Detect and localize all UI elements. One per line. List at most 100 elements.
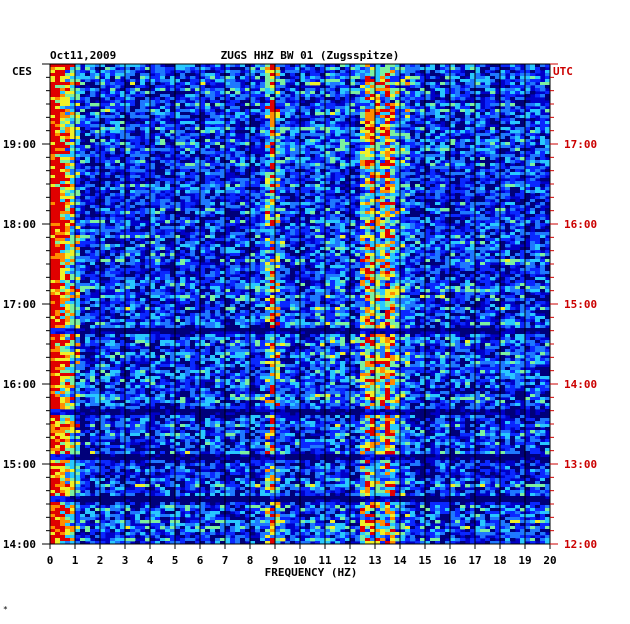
- heatmap-cell: [405, 136, 411, 140]
- heatmap-cell: [375, 124, 381, 128]
- heatmap-cell: [505, 160, 511, 164]
- heatmap-cell: [55, 217, 61, 221]
- heatmap-cell: [385, 94, 391, 98]
- heatmap-cell: [195, 241, 201, 245]
- heatmap-cell: [405, 64, 411, 68]
- heatmap-cell: [535, 163, 541, 167]
- heatmap-cell: [385, 223, 391, 227]
- heatmap-cell: [535, 205, 541, 209]
- heatmap-cell: [325, 166, 331, 170]
- heatmap-cell: [460, 196, 466, 200]
- heatmap-cell: [410, 79, 416, 83]
- heatmap-cell: [350, 223, 356, 227]
- heatmap-cell: [510, 94, 516, 98]
- heatmap-cell: [545, 130, 551, 134]
- heatmap-cell: [275, 157, 281, 161]
- heatmap-cell: [225, 64, 231, 68]
- heatmap-cell: [395, 178, 401, 182]
- heatmap-cell: [80, 232, 86, 236]
- heatmap-cell: [65, 88, 71, 92]
- heatmap-cell: [380, 181, 386, 185]
- heatmap-cell: [455, 97, 461, 101]
- heatmap-cell: [60, 229, 66, 233]
- heatmap-cell: [135, 64, 141, 68]
- heatmap-cell: [400, 106, 406, 110]
- heatmap-cell: [295, 124, 301, 128]
- heatmap-cell: [500, 88, 506, 92]
- heatmap-cell: [340, 82, 346, 86]
- heatmap-cell: [405, 172, 411, 176]
- heatmap-cell: [495, 118, 501, 122]
- heatmap-cell: [230, 244, 236, 248]
- heatmap-cell: [450, 211, 456, 215]
- heatmap-cell: [410, 193, 416, 197]
- heatmap-cell: [320, 205, 326, 209]
- heatmap-cell: [305, 118, 311, 122]
- heatmap-cell: [385, 175, 391, 179]
- heatmap-cell: [120, 187, 126, 191]
- heatmap-cell: [370, 133, 376, 137]
- heatmap-cell: [175, 226, 181, 230]
- heatmap-cell: [370, 163, 376, 167]
- heatmap-cell: [275, 244, 281, 248]
- heatmap-cell: [520, 199, 526, 203]
- heatmap-cell: [190, 151, 196, 155]
- heatmap-cell: [225, 145, 231, 149]
- heatmap-cell: [340, 193, 346, 197]
- heatmap-cell: [105, 163, 111, 167]
- heatmap-cell: [285, 121, 291, 125]
- heatmap-cell: [390, 229, 396, 233]
- heatmap-cell: [125, 238, 131, 242]
- heatmap-cell: [425, 139, 431, 143]
- heatmap-cell: [70, 184, 76, 188]
- heatmap-cell: [105, 211, 111, 215]
- heatmap-cell: [200, 166, 206, 170]
- heatmap-cell: [100, 130, 106, 134]
- heatmap-cell: [490, 172, 496, 176]
- heatmap-cell: [60, 187, 66, 191]
- heatmap-cell: [255, 241, 261, 245]
- heatmap-cell: [55, 214, 61, 218]
- heatmap-cell: [85, 196, 91, 200]
- heatmap-cell: [240, 142, 246, 146]
- heatmap-cell: [475, 202, 481, 206]
- heatmap-cell: [100, 229, 106, 233]
- heatmap-cell: [305, 139, 311, 143]
- heatmap-cell: [310, 220, 316, 224]
- heatmap-cell: [375, 154, 381, 158]
- heatmap-cell: [140, 121, 146, 125]
- heatmap-cell: [90, 100, 96, 104]
- heatmap-cell: [440, 133, 446, 137]
- heatmap-cell: [85, 178, 91, 182]
- heatmap-cell: [430, 79, 436, 83]
- heatmap-cell: [230, 163, 236, 167]
- heatmap-cell: [395, 199, 401, 203]
- heatmap-cell: [500, 133, 506, 137]
- heatmap-cell: [100, 238, 106, 242]
- heatmap-cell: [215, 190, 221, 194]
- heatmap-cell: [75, 208, 81, 212]
- heatmap-cell: [260, 223, 266, 227]
- heatmap-cell: [485, 151, 491, 155]
- heatmap-cell: [230, 94, 236, 98]
- heatmap-cell: [185, 85, 191, 89]
- heatmap-cell: [140, 106, 146, 110]
- heatmap-cell: [475, 214, 481, 218]
- heatmap-cell: [530, 244, 536, 248]
- heatmap-cell: [340, 235, 346, 239]
- heatmap-cell: [60, 211, 66, 215]
- heatmap-cell: [530, 202, 536, 206]
- heatmap-cell: [435, 124, 441, 128]
- heatmap-cell: [195, 223, 201, 227]
- heatmap-cell: [265, 196, 271, 200]
- heatmap-cell: [305, 142, 311, 146]
- heatmap-cell: [345, 73, 351, 77]
- heatmap-cell: [145, 226, 151, 230]
- heatmap-cell: [415, 112, 421, 116]
- heatmap-cell: [190, 121, 196, 125]
- heatmap-cell: [320, 124, 326, 128]
- heatmap-cell: [260, 85, 266, 89]
- heatmap-cell: [125, 202, 131, 206]
- heatmap-cell: [250, 139, 256, 143]
- heatmap-cell: [180, 226, 186, 230]
